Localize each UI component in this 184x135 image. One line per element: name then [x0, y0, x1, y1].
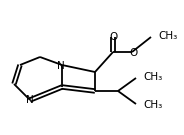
Text: N: N [57, 61, 65, 71]
Text: CH₃: CH₃ [143, 100, 162, 110]
Text: CH₃: CH₃ [143, 72, 162, 82]
Text: CH₃: CH₃ [158, 31, 177, 41]
Text: O: O [129, 48, 137, 58]
Text: O: O [109, 32, 117, 42]
Text: N: N [26, 95, 34, 105]
